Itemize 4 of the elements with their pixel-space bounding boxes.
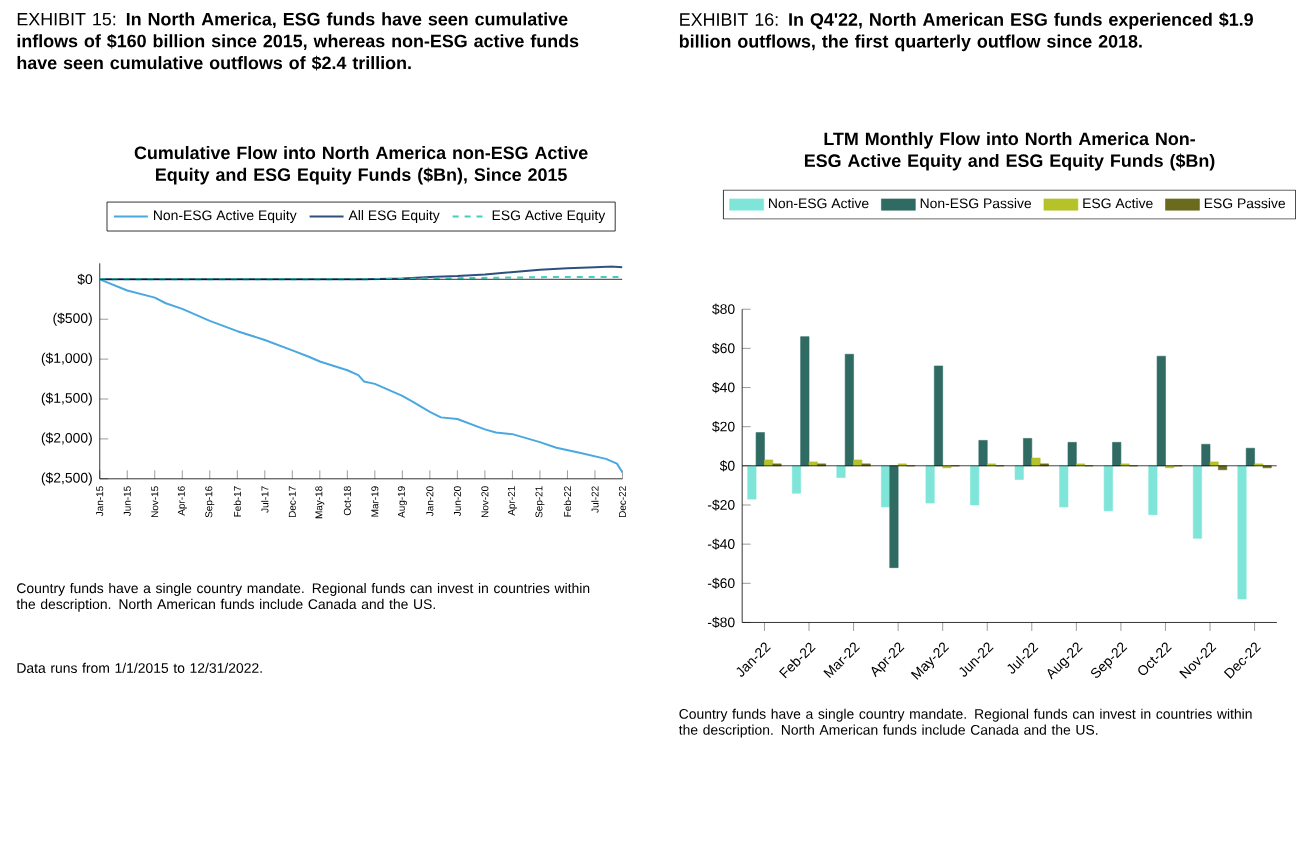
chart-subtitle: Cumulative Flow into North America non-ESG Active Equity and ESG Equity Funds ($Bn), Since 2015 (134, 146, 588, 185)
chart-subtitle: LTM Monthly Flow into North America Non-ESG Active Equity and ESG Equity Funds ($Bn) (804, 132, 1215, 171)
chart-title: EXHIBIT 16: In Q4'22, North American ESG funds experienced $1.9 billion outflows, the first quarterly outflow since 2018. (679, 12, 1253, 52)
chart-title: EXHIBIT 15: In North America, ESG funds have seen cumulative inflows of $160 billion since 2015, whereas non-ESG active funds have seen cumulative outflows of $2.4 trillion. (17, 12, 579, 71)
